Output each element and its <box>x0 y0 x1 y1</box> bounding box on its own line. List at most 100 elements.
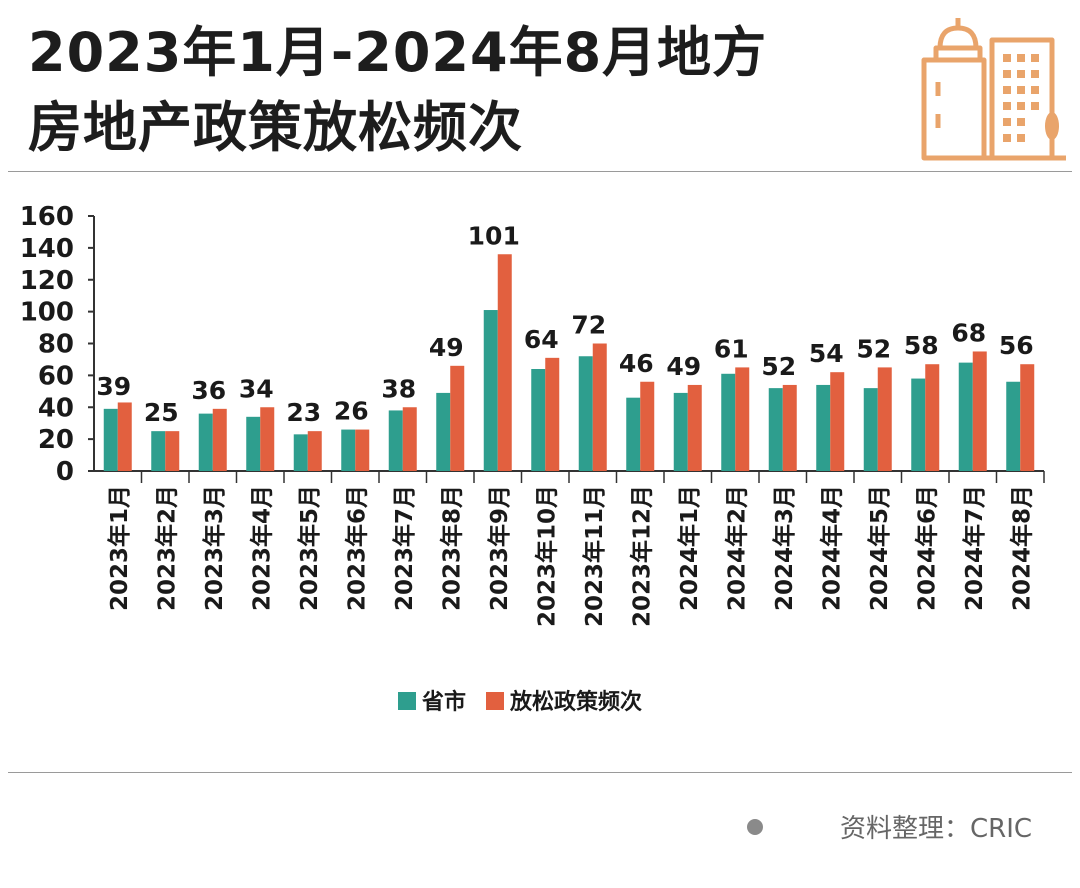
bar-teal <box>578 356 593 471</box>
bar-teal <box>816 384 831 471</box>
bottom-divider <box>8 772 1072 773</box>
data-label: 34 <box>239 374 274 403</box>
data-label: 52 <box>856 334 891 363</box>
data-label: 46 <box>619 349 654 378</box>
top-divider <box>8 171 1072 172</box>
bar-orange <box>450 365 465 471</box>
data-label: 23 <box>286 398 321 427</box>
bar-teal <box>958 362 973 471</box>
data-label: 49 <box>666 352 701 381</box>
x-tick-label: 2023年4月 <box>248 485 275 611</box>
bar-orange <box>735 367 750 471</box>
data-label: 39 <box>96 372 131 401</box>
y-tick-label: 160 <box>20 202 74 232</box>
legend-label: 放松政策频次 <box>509 689 642 715</box>
bar-teal <box>768 388 783 471</box>
bar-teal <box>293 434 308 471</box>
bar-teal <box>483 310 498 471</box>
bar-teal <box>721 373 736 471</box>
bar-teal <box>103 408 118 471</box>
y-tick-label: 100 <box>20 298 74 328</box>
data-label: 25 <box>144 398 179 427</box>
y-tick-label: 20 <box>38 425 74 455</box>
bar-teal <box>388 410 403 471</box>
x-tick-label: 2023年1月 <box>106 485 133 611</box>
source-note: 资料整理：CRIC <box>840 814 1033 844</box>
x-tick-label: 2023年11月 <box>581 485 608 627</box>
data-label: 54 <box>809 339 844 368</box>
bar-orange <box>972 351 987 471</box>
bar-teal <box>246 416 261 471</box>
bar-orange <box>165 431 180 471</box>
bar-orange <box>830 372 845 471</box>
bar-orange <box>117 402 132 471</box>
bar-teal <box>626 397 641 471</box>
x-tick-label: 2024年8月 <box>1008 485 1035 611</box>
y-tick-label: 80 <box>38 330 74 360</box>
x-tick-label: 2023年9月 <box>486 485 513 611</box>
bar-orange <box>925 364 940 471</box>
data-label: 64 <box>524 325 559 354</box>
x-tick-label: 2024年3月 <box>771 485 798 611</box>
bar-teal <box>151 431 166 471</box>
building-icon <box>921 18 1066 161</box>
bar-teal <box>531 369 546 471</box>
x-tick-label: 2023年2月 <box>153 485 180 611</box>
x-tick-label: 2024年6月 <box>913 485 940 611</box>
bar-teal <box>1006 381 1021 471</box>
x-tick-label: 2023年8月 <box>438 485 465 611</box>
bar-orange <box>402 407 417 471</box>
data-label: 49 <box>429 333 464 362</box>
x-tick-label: 2024年7月 <box>961 485 988 611</box>
bar-orange <box>782 384 797 471</box>
bar-orange <box>877 367 892 471</box>
y-tick-label: 140 <box>20 234 74 264</box>
legend-swatch <box>486 692 504 710</box>
bar-orange <box>1020 364 1035 471</box>
page-title-line2: 房地产政策放松频次 <box>28 96 523 159</box>
bar-teal <box>911 378 926 471</box>
bar-orange <box>212 408 227 471</box>
data-label: 68 <box>951 318 986 347</box>
x-tick-label: 2023年3月 <box>201 485 228 611</box>
y-tick-label: 120 <box>20 266 74 296</box>
data-label: 61 <box>714 334 749 363</box>
data-label: 38 <box>381 374 416 403</box>
data-label: 52 <box>761 352 796 381</box>
bar-orange <box>640 381 655 471</box>
bar-orange <box>307 431 322 471</box>
x-tick-label: 2024年4月 <box>818 485 845 611</box>
bar-orange <box>592 343 607 471</box>
x-tick-label: 2023年10月 <box>533 485 560 627</box>
data-label: 26 <box>334 397 369 426</box>
y-tick-label: 60 <box>38 361 74 391</box>
bar-orange <box>545 357 560 471</box>
dot-icon <box>747 819 763 835</box>
data-label: 101 <box>468 221 520 250</box>
data-label: 56 <box>999 331 1034 360</box>
data-label: 58 <box>904 331 939 360</box>
bar-orange <box>687 384 702 471</box>
legend-label: 省市 <box>421 689 466 715</box>
bar-teal <box>341 429 356 471</box>
bar-orange <box>355 429 370 471</box>
bar-orange <box>497 254 512 471</box>
data-label: 72 <box>571 311 606 340</box>
legend-swatch <box>398 692 416 710</box>
x-tick-label: 2024年2月 <box>723 485 750 611</box>
bar-orange <box>260 407 275 471</box>
x-tick-label: 2023年6月 <box>343 485 370 611</box>
x-tick-label: 2024年5月 <box>866 485 893 611</box>
bar-teal <box>436 392 451 471</box>
page-title-line1: 2023年1月-2024年8月地方 <box>28 21 768 84</box>
y-tick-label: 0 <box>56 457 74 487</box>
x-tick-label: 2024年1月 <box>676 485 703 611</box>
x-tick-label: 2023年12月 <box>628 485 655 627</box>
x-tick-label: 2023年7月 <box>391 485 418 611</box>
bar-teal <box>198 413 213 471</box>
bar-teal <box>863 388 878 471</box>
y-tick-label: 40 <box>38 393 74 423</box>
bar-teal <box>673 392 688 471</box>
x-tick-label: 2023年5月 <box>296 485 323 611</box>
